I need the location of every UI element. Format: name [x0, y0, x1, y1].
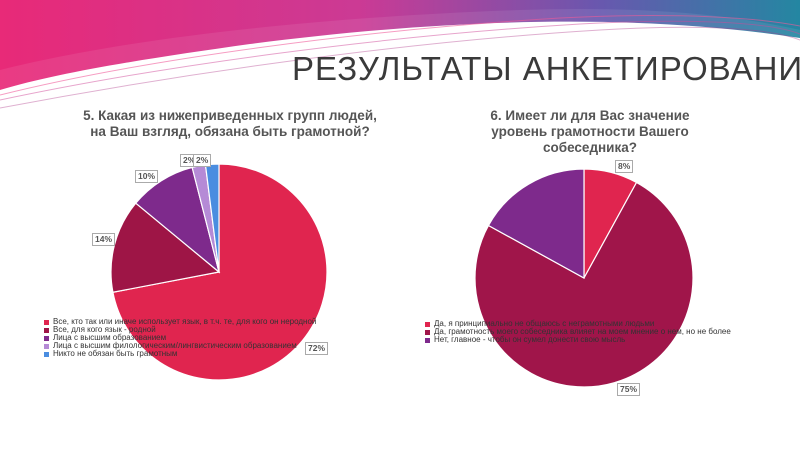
chart1-legend-swatch-3: [44, 336, 49, 341]
chart1-data-label-2: 14%: [92, 233, 116, 246]
chart1-slice-1: [112, 163, 328, 381]
header-banner: [0, 0, 800, 109]
chart1-legend-item-1: Все, кто так или иначе использует язык, …: [44, 318, 316, 326]
chart2-legend-swatch-3: [425, 338, 430, 343]
slide-title: РЕЗУЛЬТАТЫ АНКЕТИРОВАНИЯ: [292, 50, 800, 87]
chart2-legend-label-2: Да, грамотность моего собеседника влияет…: [434, 327, 731, 336]
chart1-data-label-1: 72%: [305, 342, 329, 355]
chart1-title: 5. Какая из нижеприведенных групп людей,…: [83, 108, 377, 139]
chart1-legend-label-4: Лица с высшим филологическим/лингвистиче…: [53, 341, 297, 350]
chart1-data-label-5: 2%: [193, 154, 212, 167]
chart1-legend-label-5: Никто не обязан быть грамотным: [53, 349, 178, 358]
chart1-data-label-3: 10%: [135, 170, 159, 183]
chart1-legend-item-2: Все, для кого язык - родной: [44, 326, 316, 334]
chart2-legend-item-2: Да, грамотность моего собеседника влияет…: [425, 328, 745, 336]
chart2-slice-2: [474, 181, 694, 388]
chart2-legend-label-1: Да, я принципиально не общаюсь с неграмо…: [434, 319, 655, 328]
chart2-legend-item-3: Нет, главное - чтобы он сумел донести св…: [425, 336, 745, 344]
chart1-legend-item-5: Никто не обязан быть грамотным: [44, 350, 316, 358]
chart2-data-label-1: 8%: [615, 160, 634, 173]
chart2-title: 6. Имеет ли для Вас значение уровень гра…: [490, 108, 690, 155]
chart1-legend-label-1: Все, кто так или иначе использует язык, …: [53, 317, 317, 326]
chart1-legend-swatch-5: [44, 352, 49, 357]
chart1-legend: Все, кто так или иначе использует язык, …: [44, 318, 316, 358]
chart2-legend-swatch-2: [425, 330, 430, 335]
chart2-data-label-2: 75%: [617, 383, 641, 396]
chart2-legend: Да, я принципиально не общаюсь с неграмо…: [425, 320, 745, 344]
chart1-legend-label-3: Лица с высшим образованием: [53, 333, 167, 342]
chart1-legend-item-3: Лица с высшим образованием: [44, 334, 316, 342]
chart1-legend-swatch-1: [44, 320, 49, 325]
chart1-legend-item-4: Лица с высшим филологическим/лингвистиче…: [44, 342, 316, 350]
chart1-legend-swatch-2: [44, 328, 49, 333]
chart2-legend-swatch-1: [425, 322, 430, 327]
chart1-legend-label-2: Все, для кого язык - родной: [53, 325, 156, 334]
chart2-legend-label-3: Нет, главное - чтобы он сумел донести св…: [434, 335, 626, 344]
chart2-slice-3: [487, 168, 585, 280]
chart1-legend-swatch-4: [44, 344, 49, 349]
chart2-legend-item-1: Да, я принципиально не общаюсь с неграмо…: [425, 320, 745, 328]
